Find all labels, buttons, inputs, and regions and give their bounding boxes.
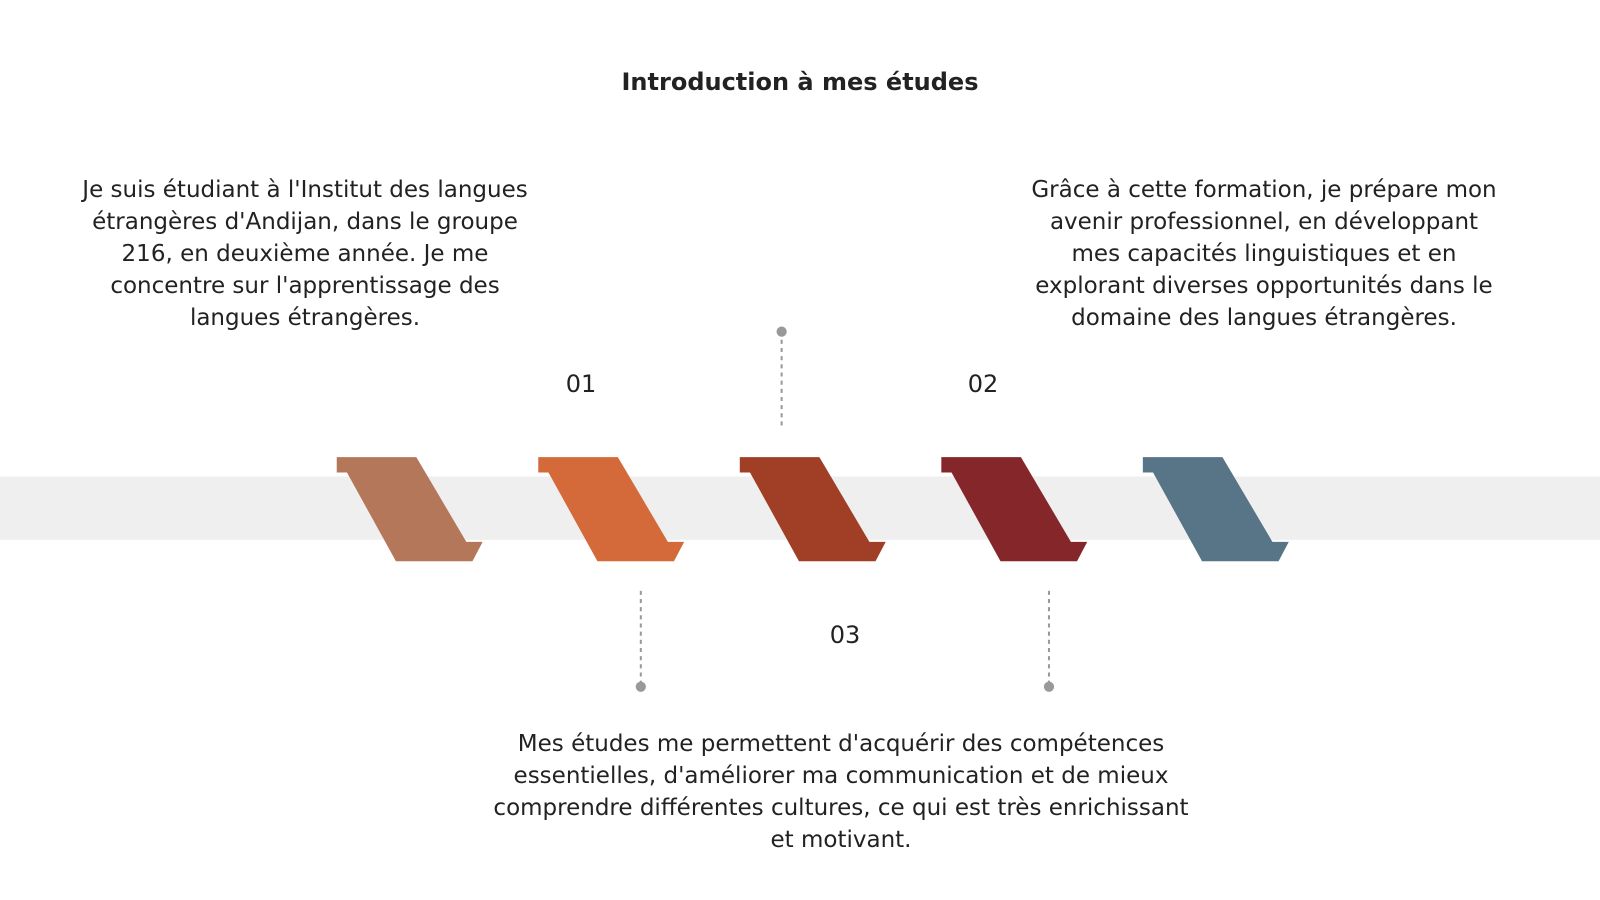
step-text: Je suis étudiant à l'Institut des langue… xyxy=(82,177,528,331)
chevron xyxy=(739,457,886,562)
step-number: 01 xyxy=(565,370,597,398)
step-text: Grâce à cette formation, je prépare mon … xyxy=(1031,177,1497,331)
title: Introduction à mes études xyxy=(621,68,979,96)
chevron xyxy=(1142,457,1289,562)
step-text: Mes études me permettent d'acquérir des … xyxy=(493,731,1189,853)
connector-dot xyxy=(1043,681,1055,692)
chevron xyxy=(941,457,1088,562)
step-number: 03 xyxy=(829,621,861,649)
chevron xyxy=(336,457,483,562)
connectors xyxy=(635,326,1055,692)
connector-dot xyxy=(776,326,787,337)
step-number: 02 xyxy=(967,370,999,398)
connector-dot xyxy=(635,681,646,692)
chevrons xyxy=(336,457,1289,562)
chevron xyxy=(538,457,685,562)
